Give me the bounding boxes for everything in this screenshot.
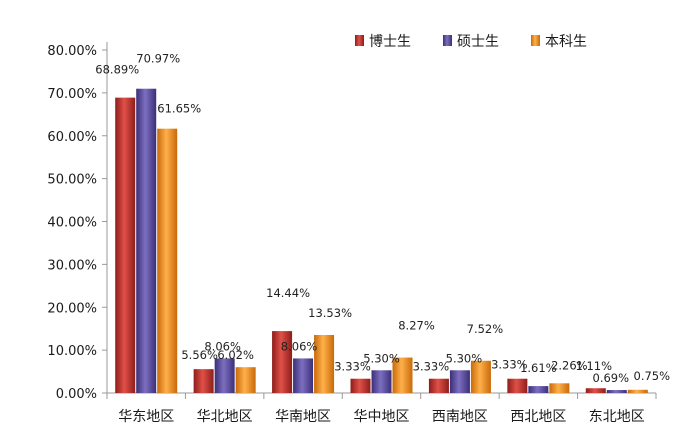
data-label-3-5: 7.52% xyxy=(467,322,504,336)
y-tick-label: 70.00% xyxy=(47,87,97,102)
y-tick-label: 80.00% xyxy=(47,44,97,59)
x-tick-label: 华东地区 xyxy=(118,409,174,425)
x-tick-label: 西北地区 xyxy=(510,409,566,425)
y-tick-label: 50.00% xyxy=(47,173,97,188)
bar-1-3 xyxy=(272,331,293,393)
data-label-3-2: 6.02% xyxy=(217,348,254,362)
data-label-2-6: 1.61% xyxy=(520,361,557,375)
bar-3-3 xyxy=(314,334,335,393)
y-tick-label: 60.00% xyxy=(47,130,97,145)
bar-3-4 xyxy=(392,357,413,393)
bar-2-3 xyxy=(293,358,314,393)
data-label-3-4: 8.27% xyxy=(398,319,435,333)
data-label-2-7: 0.69% xyxy=(593,371,630,385)
bar-1-5 xyxy=(428,378,449,393)
y-tick-label: 10.00% xyxy=(47,344,97,359)
data-label-3-1: 61.65% xyxy=(157,102,201,116)
legend-label-2: 硕士生 xyxy=(457,34,499,50)
bars xyxy=(115,88,648,393)
data-label-1-5: 3.33% xyxy=(413,360,450,374)
bar-1-6 xyxy=(507,378,528,393)
bar-2-7 xyxy=(606,390,627,393)
bar-2-5 xyxy=(449,370,470,393)
bar-2-4 xyxy=(371,370,392,393)
x-tick-label: 东北地区 xyxy=(589,409,645,425)
data-labels: 68.89% 5.56% 14.44% 3.33% 3.33% 3.33% 1.11% 70.… xyxy=(95,52,670,385)
x-tick-label: 西南地区 xyxy=(432,409,488,425)
data-label-2-2: 8.06% xyxy=(204,339,241,353)
bar-3-5 xyxy=(470,360,491,393)
legend-swatch-2 xyxy=(443,35,452,46)
x-tick-label: 华北地区 xyxy=(197,409,253,425)
legend: 博士生 硕士生 本科生 xyxy=(355,33,587,50)
data-label-1-3: 14.44% xyxy=(266,286,310,300)
bar-3-1 xyxy=(157,128,178,393)
y-axis: 0.00% 10.00% 20.00% 30.00% 40.00% 50.00% 60.00… xyxy=(47,42,108,402)
data-label-3-3: 13.53% xyxy=(308,306,352,320)
legend-label-3: 本科生 xyxy=(545,34,587,50)
y-tick-label: 0.00% xyxy=(56,387,97,402)
x-tick-label: 华中地区 xyxy=(354,409,410,425)
bar-1-4 xyxy=(350,378,371,393)
bar-2-1 xyxy=(136,88,157,393)
bar-2-2 xyxy=(214,358,235,393)
data-label-1-1: 68.89% xyxy=(95,63,139,77)
bar-2-6 xyxy=(528,386,549,393)
data-label-1-4: 3.33% xyxy=(334,360,371,374)
bar-3-2 xyxy=(235,367,256,393)
data-label-2-4: 5.30% xyxy=(363,351,400,365)
data-label-2-1: 70.97% xyxy=(136,52,180,66)
y-tick-label: 20.00% xyxy=(47,301,97,316)
data-label-2-5: 5.30% xyxy=(446,351,483,365)
bar-3-6 xyxy=(549,383,570,393)
legend-swatch-3 xyxy=(531,35,540,46)
bar-1-1 xyxy=(115,97,136,393)
data-label-1-2: 5.56% xyxy=(181,348,218,362)
y-tick-label: 40.00% xyxy=(47,216,97,231)
data-label-1-6: 3.33% xyxy=(491,358,528,372)
data-label-2-3: 8.06% xyxy=(281,339,318,353)
bar-1-2 xyxy=(193,369,214,393)
data-label-3-7: 0.75% xyxy=(634,369,671,383)
data-label-3-6: 2.26% xyxy=(551,358,588,372)
bar-3-7 xyxy=(627,389,648,393)
legend-swatch-1 xyxy=(355,35,364,46)
y-tick-label: 30.00% xyxy=(47,258,97,273)
x-tick-label: 华南地区 xyxy=(275,409,331,425)
bar-1-7 xyxy=(585,388,606,393)
data-label-1-7: 1.11% xyxy=(576,359,613,373)
x-axis: 华东地区 华北地区 华南地区 华中地区 西南地区 西北地区 东北地区 xyxy=(106,392,657,425)
legend-label-1: 博士生 xyxy=(369,33,411,50)
